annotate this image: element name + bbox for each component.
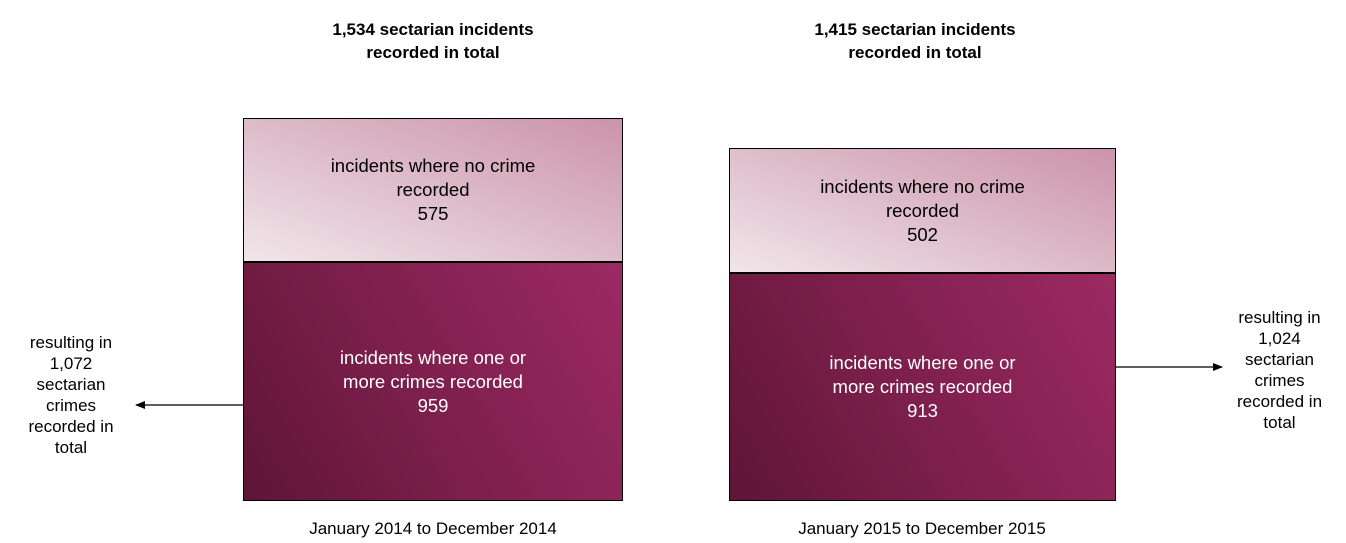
segment-label-line2: recorded: [396, 179, 470, 200]
segment-no-crime-2015: incidents where no crime recorded 502: [729, 148, 1116, 273]
period-label-2014: January 2014 to December 2014: [309, 519, 557, 538]
annotation-crimes-2015: resulting in 1,024 sectarian crimes reco…: [1213, 307, 1346, 433]
annotation-line: sectarian: [36, 375, 106, 394]
annotation-line: total: [54, 438, 88, 457]
annotation-line: 1,024: [1258, 329, 1301, 348]
segment-crime-2015: incidents where one or more crimes recor…: [729, 273, 1116, 501]
segment-crime-2014: incidents where one or more crimes recor…: [243, 262, 623, 501]
chart-title-2015-line1: 1,415 sectarian incidents: [814, 20, 1016, 39]
annotation-line: crimes: [1254, 371, 1305, 390]
segment-label-line2: more crimes recorded: [343, 370, 523, 392]
chart-title-2015-line2: recorded in total: [848, 43, 982, 62]
annotation-line: total: [1263, 413, 1296, 432]
annotation-line: crimes: [45, 396, 97, 415]
stacked-block-2014: incidents where no crime recorded 575 in…: [243, 118, 623, 501]
annotation-line: recorded in: [28, 417, 114, 436]
segment-value-crime-2014: 959: [417, 394, 449, 416]
segment-label-line1: incidents where one or: [829, 352, 1016, 373]
annotation-line: resulting in: [1238, 308, 1321, 327]
annotation-line: 1,072: [49, 354, 93, 373]
segment-value-no-crime-2014: 575: [417, 203, 449, 224]
segment-label-line1: incidents where one or: [339, 346, 527, 368]
annotation-line: sectarian: [1245, 350, 1314, 369]
stacked-block-2015: incidents where no crime recorded 502 in…: [729, 148, 1116, 501]
segment-value-no-crime-2015: 502: [907, 223, 938, 245]
annotation-line: recorded in: [1236, 392, 1323, 411]
period-label-2015: January 2015 to December 2015: [798, 519, 1046, 538]
annotation-crimes-2014: resulting in 1,072 sectarian crimes reco…: [0, 332, 142, 458]
chart-title-2015: 1,415 sectarian incidents recorded in to…: [735, 18, 1095, 64]
segment-label-line2: more crimes recorded: [832, 376, 1013, 397]
segment-value-crime-2015: 913: [907, 400, 938, 421]
chart-title-2014-line1: 1,534 sectarian incidents: [332, 20, 534, 39]
segment-label-line1: incidents where no crime: [330, 155, 536, 176]
chart-title-2014-line2: recorded in total: [366, 43, 500, 62]
chart-title-2014: 1,534 sectarian incidents recorded in to…: [253, 18, 613, 64]
segment-label-line2: recorded: [885, 199, 959, 221]
segment-no-crime-2014: incidents where no crime recorded 575: [243, 118, 623, 262]
segment-label-line1: incidents where no crime: [820, 175, 1025, 197]
annotation-line: resulting in: [29, 333, 113, 352]
